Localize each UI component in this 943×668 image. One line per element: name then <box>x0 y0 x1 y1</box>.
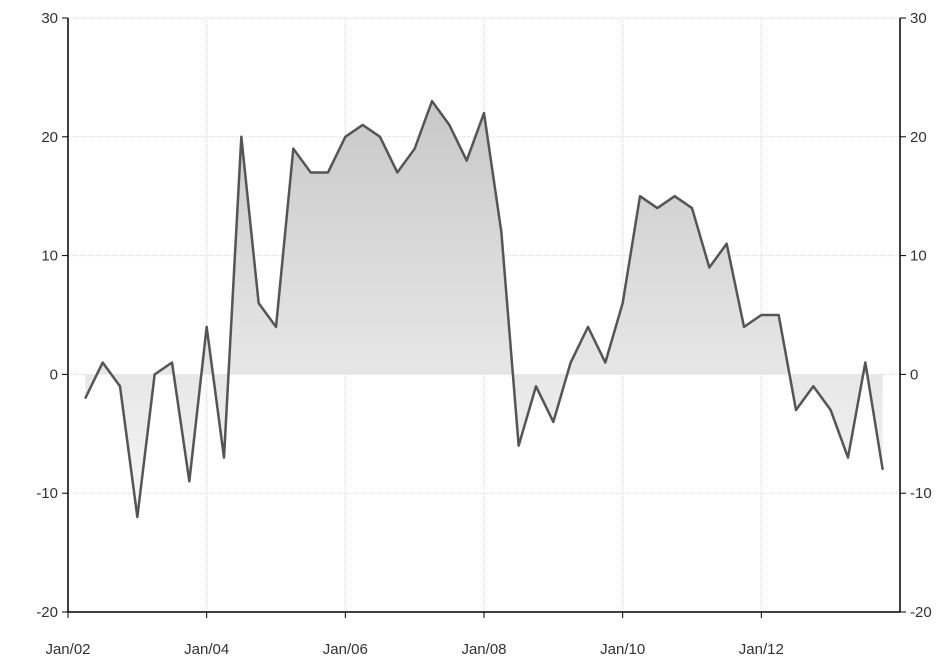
data-point <box>292 147 295 150</box>
y-tick-label-right: 0 <box>910 366 918 383</box>
data-point <box>240 136 243 138</box>
data-point <box>483 112 485 114</box>
data-point <box>881 468 884 471</box>
x-tick-label: Jan/04 <box>184 641 229 658</box>
data-point <box>275 326 277 328</box>
series-line <box>84 99 884 519</box>
data-point <box>812 385 815 388</box>
data-point <box>344 136 347 138</box>
data-point <box>223 456 225 459</box>
data-point <box>621 302 624 304</box>
data-point <box>795 409 797 411</box>
data-point <box>847 456 849 459</box>
data-point <box>465 159 468 162</box>
y-tick-label-right: 30 <box>910 10 927 27</box>
x-tick-label: Jan/08 <box>461 641 506 658</box>
y-tick-label-right: -20 <box>910 604 932 621</box>
series-area <box>85 101 883 517</box>
data-point <box>708 266 711 269</box>
data-point <box>743 326 745 328</box>
data-point <box>119 385 121 388</box>
y-tick-label-right: -10 <box>910 485 932 502</box>
data-point <box>517 444 520 447</box>
data-point <box>84 397 87 399</box>
y-tick-label-right: 10 <box>910 248 927 265</box>
x-tick-label: Jan/10 <box>600 641 645 658</box>
data-point <box>188 480 191 483</box>
data-point <box>396 171 399 174</box>
y-axis-right: -20 -10 0 10 20 30 <box>900 10 932 621</box>
y-tick-label-left: 0 <box>50 366 58 383</box>
data-point <box>257 302 260 304</box>
data-point <box>829 409 832 411</box>
y-tick-label-right: 20 <box>910 129 927 146</box>
data-point <box>448 124 451 126</box>
data-point <box>725 242 728 245</box>
data-point <box>691 207 693 209</box>
data-point <box>552 421 555 423</box>
x-tick-label: Jan/06 <box>323 641 368 658</box>
data-point <box>327 171 329 174</box>
data-point <box>760 314 763 316</box>
x-tick-label: Jan/02 <box>45 641 90 658</box>
data-point <box>535 385 537 388</box>
data-point <box>587 326 589 328</box>
y-axis-left: -20 -10 0 10 20 30 <box>36 10 68 621</box>
data-point <box>171 361 173 364</box>
data-point <box>864 361 867 364</box>
data-point <box>656 207 659 209</box>
data-point <box>639 195 641 197</box>
data-point <box>361 124 364 126</box>
data-point <box>136 516 139 518</box>
y-tick-label-left: 10 <box>41 248 58 265</box>
area-fill <box>85 101 883 517</box>
data-point <box>500 231 503 233</box>
data-point <box>673 195 676 197</box>
y-tick-label-left: 30 <box>41 10 58 27</box>
data-point <box>205 326 208 328</box>
data-point <box>431 100 433 102</box>
data-point <box>309 171 312 174</box>
y-tick-label-left: 20 <box>41 129 58 146</box>
x-tick-label: Jan/12 <box>739 641 784 658</box>
data-point <box>604 361 607 364</box>
data-point <box>777 314 780 316</box>
data-point <box>379 136 381 138</box>
y-tick-label-left: -20 <box>36 604 58 621</box>
data-point <box>569 361 572 364</box>
x-axis: Jan/02 Jan/04 Jan/06 Jan/08 Jan/10 Jan/12 <box>45 612 784 658</box>
data-point <box>413 147 416 150</box>
data-point <box>153 373 156 376</box>
y-tick-label-left: -10 <box>36 485 58 502</box>
data-point <box>101 361 104 364</box>
